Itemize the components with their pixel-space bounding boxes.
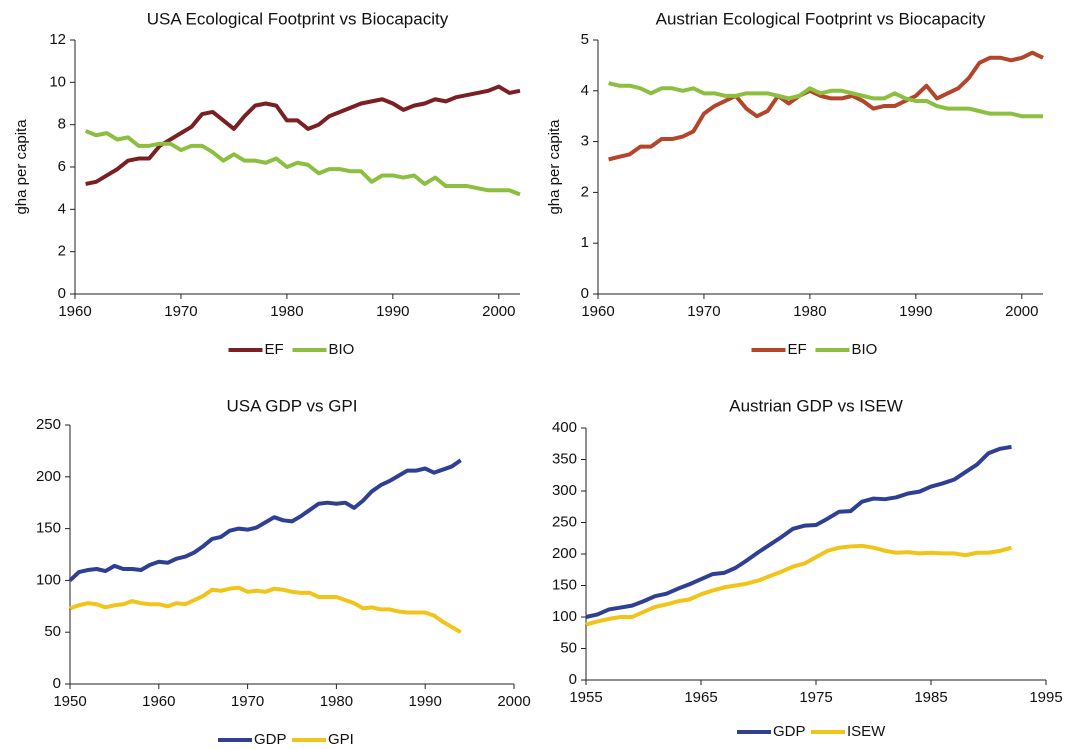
series-line [69, 585, 462, 634]
x-tick-label: 1955 [569, 689, 602, 706]
y-tick-label: 200 [552, 545, 577, 562]
x-tick-label: 1990 [409, 693, 442, 710]
legend-label: BIO [329, 341, 355, 358]
series-line [68, 458, 462, 582]
y-tick-label: 100 [552, 608, 577, 625]
y-tick-label: 4 [58, 200, 66, 217]
x-tick-label: 1995 [1029, 689, 1062, 706]
y-tick-label: 3 [581, 133, 589, 150]
x-tick-label: 1990 [376, 303, 409, 320]
x-tick-label: 1980 [793, 303, 826, 320]
legend-label: EF [788, 341, 807, 358]
y-tick-label: 400 [552, 419, 577, 436]
series-line [608, 50, 1044, 162]
y-axis-label: gha per capita [13, 119, 30, 215]
y-tick-label: 6 [58, 158, 66, 175]
x-tick-label: 1970 [687, 303, 720, 320]
x-tick-label: 1985 [914, 689, 947, 706]
x-tick-label: 2000 [482, 303, 515, 320]
chart-title: Austrian Ecological Footprint vs Biocapa… [656, 9, 986, 28]
y-tick-label: 250 [36, 416, 61, 433]
y-tick-label: 250 [552, 513, 577, 530]
y-tick-label: 8 [58, 116, 66, 133]
legend-label: ISEW [847, 723, 886, 740]
x-tick-label: 1970 [164, 303, 197, 320]
x-tick-label: 1970 [231, 693, 264, 710]
y-tick-label: 0 [58, 285, 66, 302]
y-tick-label: 50 [560, 639, 577, 656]
x-tick-label: 1965 [684, 689, 717, 706]
y-tick-label: 300 [552, 482, 577, 499]
x-tick-label: 1960 [142, 693, 175, 710]
x-tick-label: 2000 [497, 693, 530, 710]
x-tick-label: 1960 [581, 303, 614, 320]
chart-title: USA GDP vs GPI [226, 396, 357, 415]
x-tick-label: 1980 [270, 303, 303, 320]
y-tick-label: 350 [552, 450, 577, 467]
chart-title: USA Ecological Footprint vs Biocapacity [147, 9, 449, 28]
y-tick-label: 0 [569, 671, 577, 688]
legend-label: BIO [852, 341, 878, 358]
y-tick-label: 150 [36, 520, 61, 537]
series-line [585, 444, 1012, 619]
y-tick-label: 150 [552, 576, 577, 593]
series-line [608, 81, 1043, 119]
y-tick-label: 200 [36, 468, 61, 485]
series-line [585, 543, 1013, 627]
y-axis-label: gha per capita [546, 119, 563, 215]
x-tick-label: 2000 [1005, 303, 1038, 320]
legend-label: GDP [254, 731, 287, 748]
chart-title: Austrian GDP vs ISEW [729, 396, 903, 415]
y-tick-label: 1 [581, 234, 589, 251]
y-tick-label: 10 [49, 73, 66, 90]
y-tick-label: 0 [53, 675, 61, 692]
x-tick-label: 1960 [58, 303, 91, 320]
y-tick-label: 50 [44, 623, 61, 640]
y-tick-label: 2 [58, 243, 66, 260]
y-tick-label: 4 [581, 82, 589, 99]
series-line [85, 84, 521, 186]
legend-label: EF [265, 341, 284, 358]
y-tick-label: 100 [36, 571, 61, 588]
legend-label: GDP [773, 723, 806, 740]
series-line [84, 129, 521, 197]
y-tick-label: 2 [581, 183, 589, 200]
legend-label: GPI [328, 731, 354, 748]
y-tick-label: 5 [581, 31, 589, 48]
x-tick-label: 1950 [53, 693, 86, 710]
x-tick-label: 1990 [899, 303, 932, 320]
x-tick-label: 1975 [799, 689, 832, 706]
y-tick-label: 0 [581, 285, 589, 302]
y-tick-label: 12 [49, 31, 66, 48]
x-tick-label: 1980 [320, 693, 353, 710]
